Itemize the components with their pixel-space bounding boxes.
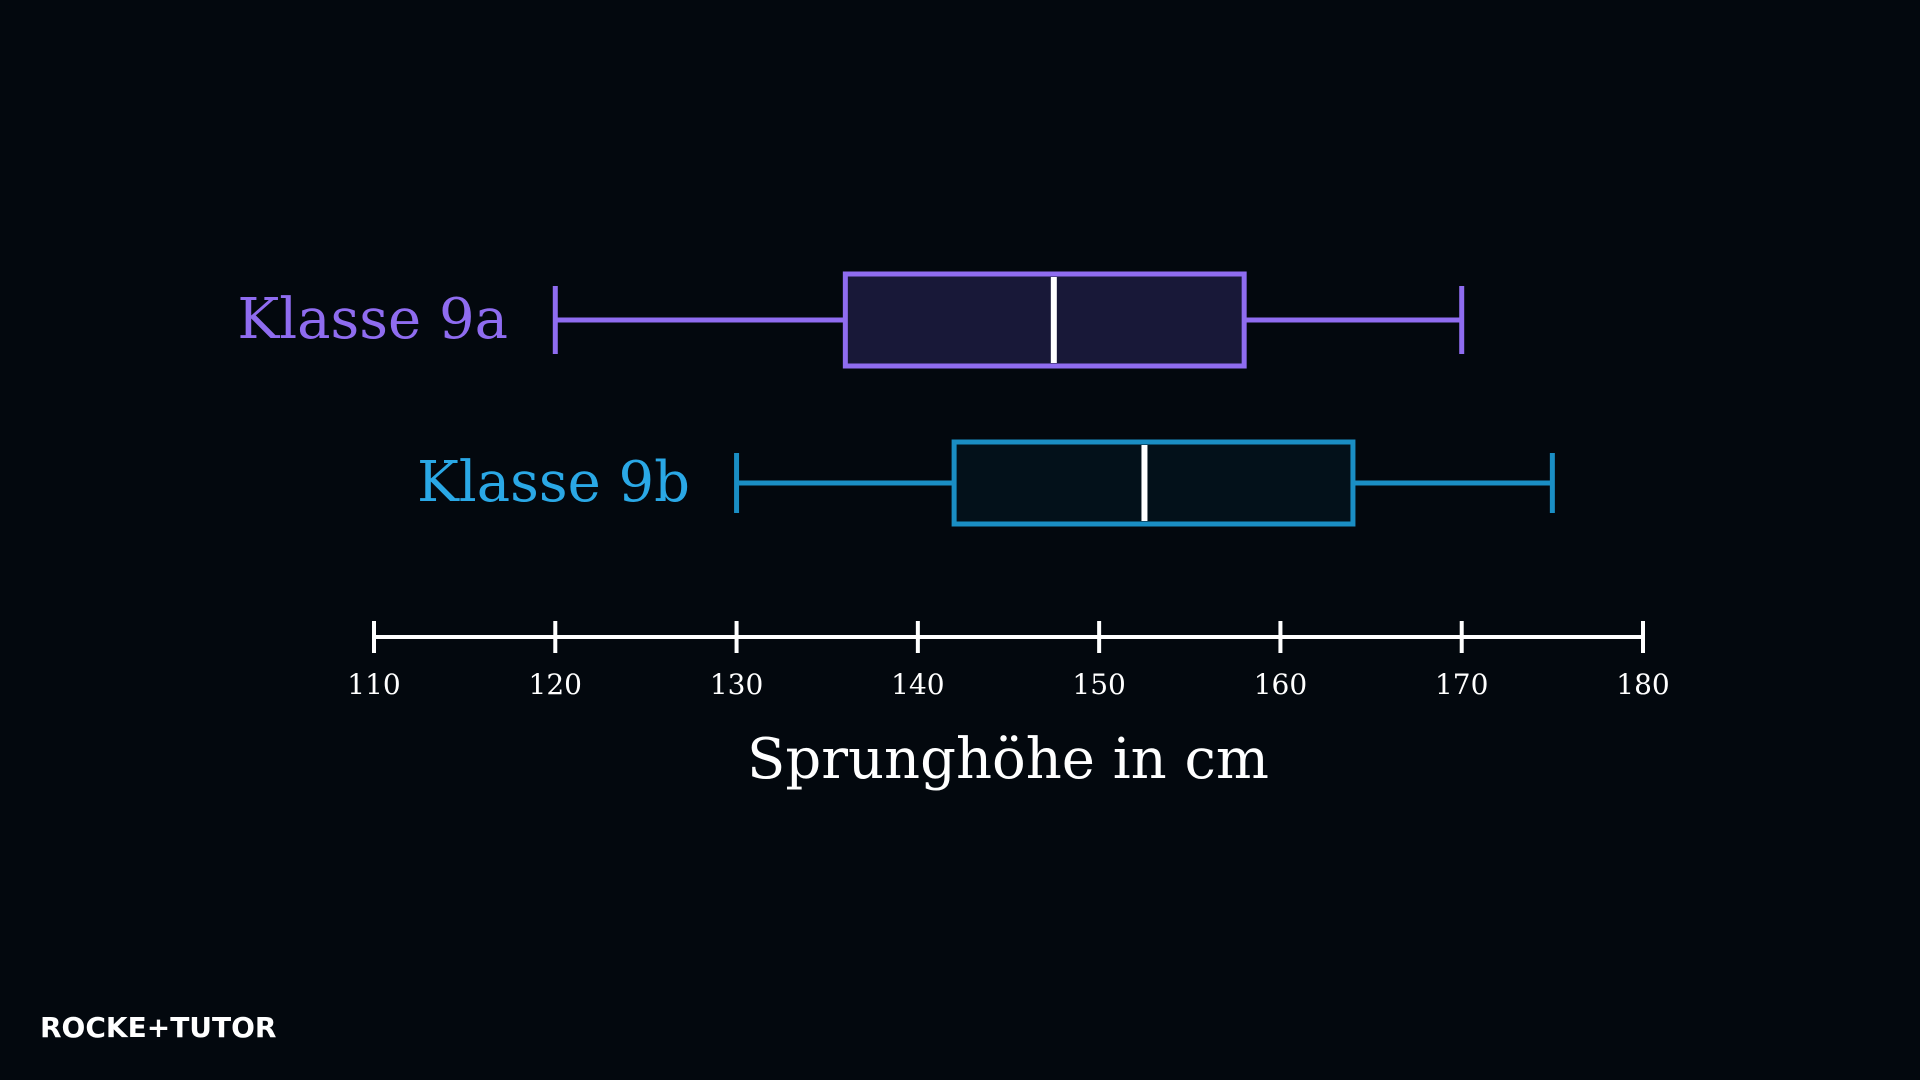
category-label: Klasse 9b (417, 450, 690, 515)
tick-label: 180 (1616, 668, 1669, 701)
brand-logo-text: ROCKE+TUTOR (40, 1010, 277, 1044)
brand-logo: ROCKE+TUTOR (40, 1010, 277, 1044)
plot-area: Klasse 9a Klasse 9b (237, 271, 1555, 527)
tick-label: 170 (1435, 668, 1488, 701)
tick-label: 120 (529, 668, 582, 701)
tick-label: 110 (347, 668, 400, 701)
x-axis: 110 120 130 140 150 160 170 180 (347, 621, 1670, 701)
tick-label: 130 (710, 668, 763, 701)
tick-label: 150 (1072, 668, 1125, 701)
box-iqr (951, 439, 1356, 527)
x-axis-title: Sprunghöhe in cm (747, 727, 1269, 792)
box-iqr (842, 271, 1247, 369)
box-series-2: Klasse 9b (417, 439, 1555, 527)
box-series-1: Klasse 9a (237, 271, 1465, 369)
tick-label: 160 (1254, 668, 1307, 701)
tick-label: 140 (891, 668, 944, 701)
category-label: Klasse 9a (237, 287, 508, 352)
